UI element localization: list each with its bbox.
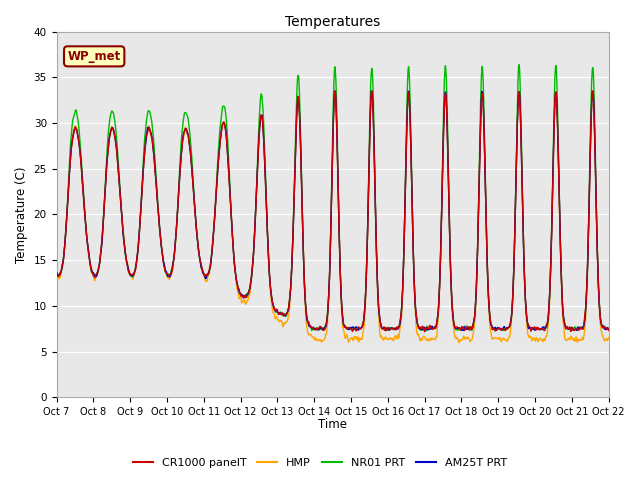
X-axis label: Time: Time [318, 419, 347, 432]
Title: Temperatures: Temperatures [285, 15, 380, 29]
Text: WP_met: WP_met [68, 50, 121, 63]
Legend: CR1000 panelT, HMP, NR01 PRT, AM25T PRT: CR1000 panelT, HMP, NR01 PRT, AM25T PRT [128, 453, 512, 472]
Y-axis label: Temperature (C): Temperature (C) [15, 166, 28, 263]
